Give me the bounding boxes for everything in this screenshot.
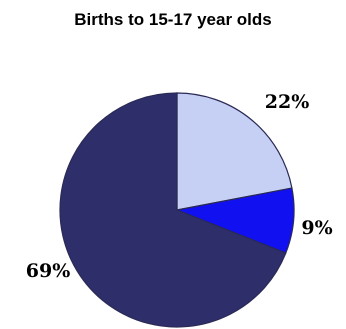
pie-slice-22: [176, 92, 293, 211]
slice-label-2: 69%: [26, 260, 71, 282]
slice-label-0: 22%: [265, 91, 310, 113]
pie-slice-69: [59, 92, 287, 328]
chart-title: Births to 15-17 year olds: [74, 10, 272, 29]
slice-label-1: 9%: [301, 217, 332, 239]
